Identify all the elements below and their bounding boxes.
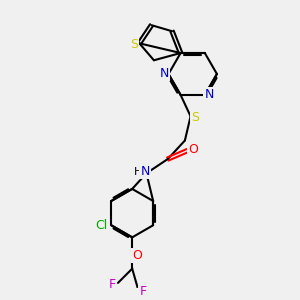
Text: O: O: [132, 248, 142, 262]
Text: H: H: [134, 167, 142, 177]
Text: O: O: [188, 142, 198, 156]
Text: S: S: [191, 111, 199, 124]
Text: N: N: [204, 88, 214, 101]
Text: Cl: Cl: [95, 219, 107, 232]
Text: F: F: [140, 285, 147, 298]
Text: F: F: [109, 278, 116, 291]
Text: N: N: [160, 68, 169, 80]
Text: S: S: [130, 38, 138, 51]
Text: N: N: [140, 165, 150, 178]
